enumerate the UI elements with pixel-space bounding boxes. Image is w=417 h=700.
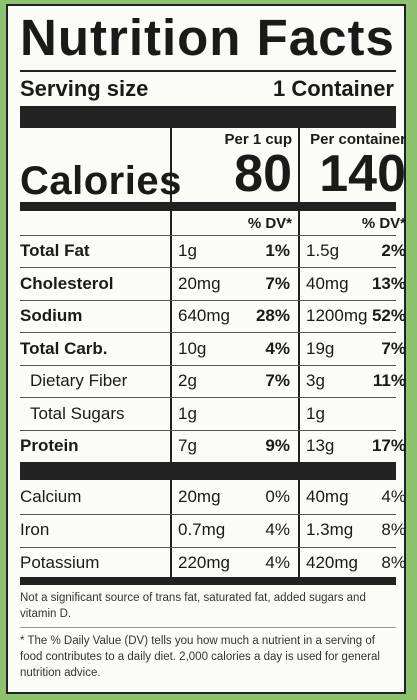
divider (20, 70, 396, 72)
per-container-amount: 1200mg (306, 306, 368, 325)
label-content: Nutrition Facts Serving size 1 Container… (20, 6, 406, 692)
calories-per-container: 140 (319, 145, 406, 203)
footnote-daily-value: * The % Daily Value (DV) tells you how m… (20, 635, 380, 679)
column-divider (170, 128, 172, 585)
per-cup-amount: 220mg (178, 553, 230, 572)
per-cup-dv: 4% (265, 338, 290, 358)
per-container-amount: 40mg (306, 273, 349, 293)
dv-header-container: % DV* (361, 215, 406, 232)
per-container-dv: 7% (381, 338, 406, 358)
per-cup-dv: 4% (265, 553, 290, 572)
per-container-amount: 19g (306, 338, 335, 358)
row-divider (20, 547, 396, 548)
row-divider (20, 364, 396, 366)
per-cup-dv: 1% (265, 241, 290, 260)
row-divider (20, 514, 396, 515)
per-cup-amount: 20mg (178, 487, 221, 506)
per-cup-amount: 1g (178, 403, 197, 423)
per-cup-amount: 1g (178, 241, 197, 260)
vitamin-name: Potassium (20, 553, 100, 572)
per-cup-amount: 10g (178, 338, 207, 358)
bottom-divider (20, 577, 396, 585)
row-divider (20, 235, 396, 236)
per-container-amount: 13g (306, 436, 335, 455)
per-cup-amount: 640mg (178, 306, 230, 325)
row-divider (20, 299, 396, 301)
serving-size-label: Serving size (20, 76, 149, 101)
per-container-amount: 1g (306, 403, 325, 423)
per-container-amount: 1.5g (306, 241, 340, 260)
per-container-dv: 13% (371, 273, 406, 293)
per-cup-amount: 7g (178, 436, 197, 455)
thick-divider (20, 462, 396, 480)
serving-size-value: 1 Container (272, 76, 394, 101)
row-divider (20, 627, 396, 628)
nutrient-name: Total Sugars (30, 403, 125, 423)
vitamin-name: Calcium (20, 487, 82, 506)
per-cup-dv: 7% (265, 371, 290, 390)
label-title: Nutrition Facts (20, 9, 395, 66)
per-cup-dv: 9% (265, 436, 290, 455)
per-container-amount: 1.3mg (306, 520, 354, 539)
per-cup-dv: 28% (255, 306, 290, 325)
per-container-amount: 40mg (306, 487, 349, 506)
row-divider (20, 429, 396, 431)
per-cup-dv: 0% (265, 487, 290, 506)
per-container-dv: 17% (371, 436, 406, 455)
nutrient-name: Total Fat (20, 241, 90, 260)
nutrient-name: Protein (20, 436, 79, 455)
serving-size-row: Serving size 1 Container (20, 76, 396, 104)
per-cup-dv: 4% (265, 520, 290, 539)
dv-header-cup: % DV* (247, 215, 292, 232)
nutrient-name: Sodium (20, 306, 83, 325)
per-container-dv: 52% (371, 306, 406, 325)
nutrient-name: Cholesterol (20, 273, 114, 293)
per-container-dv: 8% (381, 520, 406, 539)
row-divider (20, 332, 396, 333)
thick-divider (20, 106, 396, 128)
per-container-header: Per container (310, 131, 406, 148)
per-cup-amount: 0.7mg (178, 520, 226, 539)
calories-divider (20, 202, 396, 211)
row-divider (20, 397, 396, 398)
per-container-dv: 11% (372, 371, 406, 390)
per-cup-header: Per 1 cup (224, 131, 292, 148)
nutrition-label: Nutrition Facts Serving size 1 Container… (6, 4, 406, 694)
per-container-amount: 420mg (306, 553, 358, 572)
per-container-dv: 8% (381, 553, 406, 572)
per-cup-dv: 7% (265, 273, 290, 293)
column-divider (298, 128, 300, 585)
per-cup-amount: 2g (178, 371, 197, 390)
calories-label: Calories (20, 159, 182, 203)
per-container-dv: 4% (381, 487, 406, 506)
vitamin-name: Iron (20, 520, 50, 539)
per-container-dv: 2% (381, 241, 406, 260)
per-container-amount: 3g (306, 371, 325, 390)
footnote-sources: Not a significant source of trans fat, s… (20, 592, 366, 620)
nutrient-name: Dietary Fiber (30, 371, 128, 390)
calories-per-cup: 80 (234, 145, 292, 203)
per-cup-amount: 20mg (178, 273, 221, 293)
nutrient-name: Total Carb. (20, 338, 108, 358)
row-divider (20, 267, 396, 268)
